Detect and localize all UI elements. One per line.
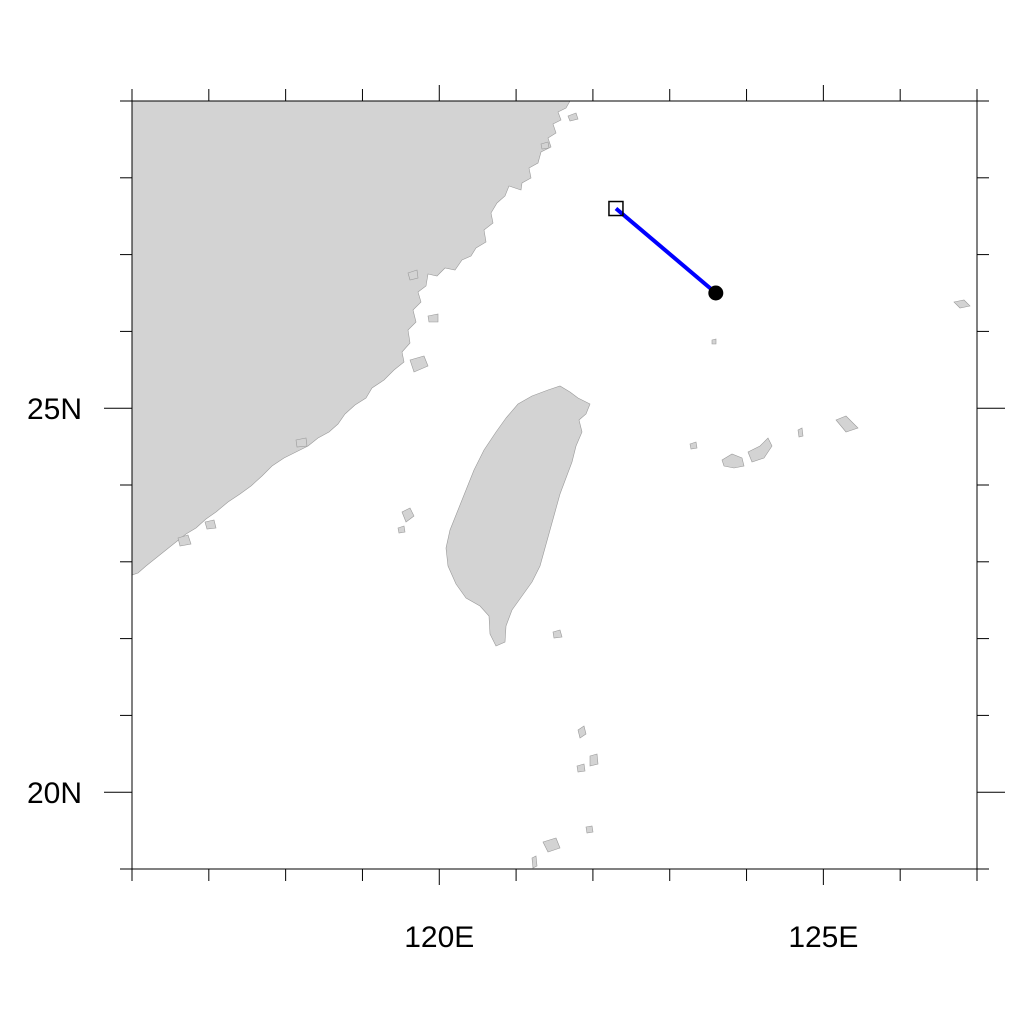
luzon-strait-island xyxy=(531,855,538,869)
okinawa-island xyxy=(953,299,971,309)
luzon-strait-island xyxy=(585,825,594,834)
coastal-island xyxy=(540,141,550,150)
mainland-china-landmass xyxy=(132,101,571,576)
yaeyama-islands xyxy=(721,453,745,469)
coastal-island xyxy=(295,437,308,448)
axis-tick-labels: 120E 125E 25N 20N xyxy=(27,393,858,954)
yaeyama-islands xyxy=(689,441,698,450)
y-tick-label: 20N xyxy=(27,777,82,810)
coastal-island xyxy=(407,269,419,281)
track-start-marker xyxy=(608,200,624,217)
penghu-islands xyxy=(401,507,415,523)
x-tick-label: 120E xyxy=(404,921,474,954)
coastal-island xyxy=(427,313,439,323)
luzon-strait-island xyxy=(542,837,561,853)
coastal-island xyxy=(567,112,579,122)
luzon-strait-island xyxy=(589,753,599,767)
track-line xyxy=(614,206,718,295)
storm-track xyxy=(608,200,724,301)
taiwan-island xyxy=(445,385,591,647)
y-tick-label: 25N xyxy=(27,393,82,426)
x-tick-label: 125E xyxy=(788,921,858,954)
coastal-island xyxy=(204,519,217,530)
luzon-strait-island xyxy=(577,725,587,739)
land-layer xyxy=(132,101,971,869)
miyako-island xyxy=(835,415,859,433)
axis-ticks xyxy=(104,85,1005,885)
coastal-island xyxy=(177,534,192,547)
track-end-marker xyxy=(708,285,724,301)
lanyu-island xyxy=(552,629,563,639)
miyako-island xyxy=(797,427,804,438)
yaeyama-islands xyxy=(747,437,773,463)
penghu-islands xyxy=(397,525,406,534)
coastal-island xyxy=(409,355,429,373)
small-island xyxy=(711,338,717,345)
luzon-strait-island xyxy=(576,763,586,773)
